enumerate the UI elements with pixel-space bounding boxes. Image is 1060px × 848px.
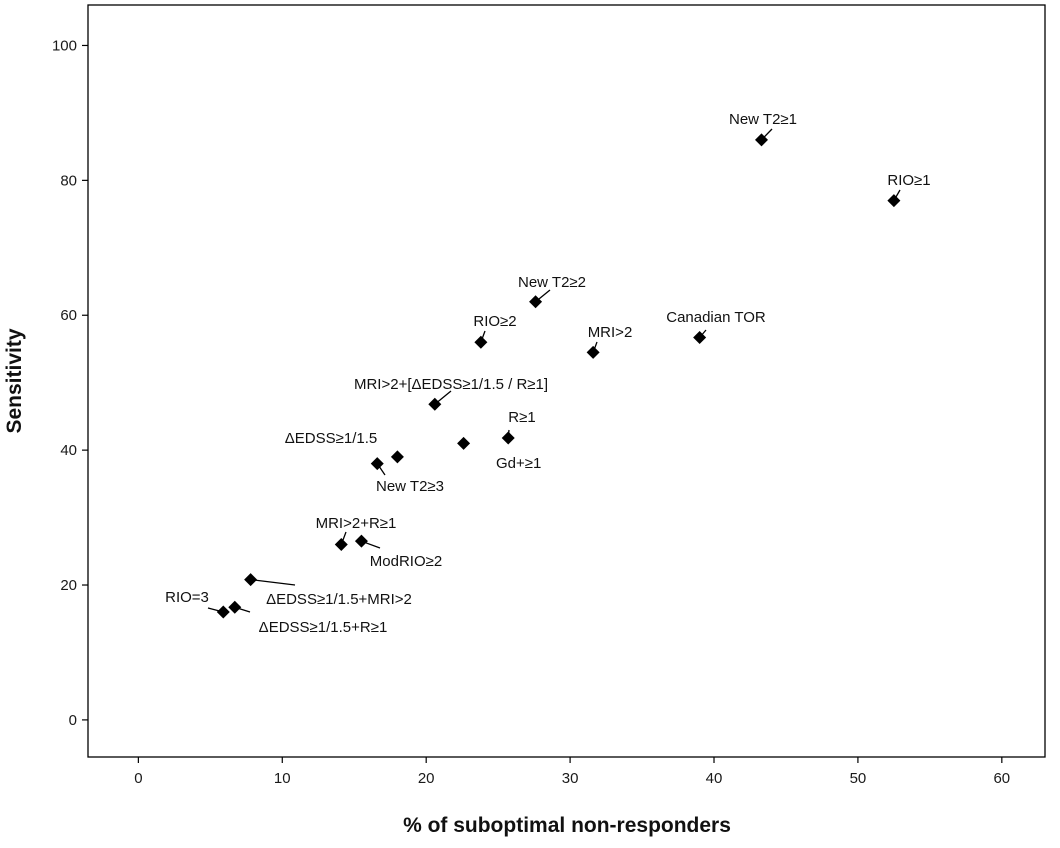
point-label: New T2≥1 <box>729 111 797 128</box>
point-label: MRI>2+[ΔEDSS≥1/1.5 / R≥1] <box>354 376 548 393</box>
data-point <box>474 335 488 349</box>
data-point <box>529 295 543 309</box>
x-tick-label: 50 <box>850 770 867 787</box>
data-point <box>501 431 515 445</box>
data-point <box>244 573 258 587</box>
x-tick-label: 60 <box>993 770 1010 787</box>
point-label: MRI>2 <box>588 324 633 341</box>
point-label: Canadian TOR <box>666 309 766 326</box>
y-tick-label: 20 <box>60 577 77 594</box>
point-label: RIO≥1 <box>887 172 930 189</box>
y-tick-label: 100 <box>52 37 77 54</box>
x-tick-label: 20 <box>418 770 435 787</box>
x-tick-label: 10 <box>274 770 291 787</box>
data-point <box>216 605 230 619</box>
plot-frame <box>87 4 1046 758</box>
data-point <box>693 330 707 344</box>
data-point <box>228 600 242 614</box>
point-label: ModRIO≥2 <box>370 553 442 570</box>
y-tick-label: 60 <box>60 307 77 324</box>
leader-line <box>250 578 296 586</box>
x-axis: 0 10 20 30 40 50 60 <box>134 757 1010 787</box>
y-tick-label: 40 <box>60 442 77 459</box>
y-tick-label: 80 <box>60 172 77 189</box>
x-tick-label: 40 <box>706 770 723 787</box>
point-label: New T2≥2 <box>518 274 586 291</box>
data-point <box>334 538 348 552</box>
data-point <box>754 133 768 147</box>
point-label: ΔEDSS≥1/1.5 <box>285 430 377 447</box>
point-labels: New T2≥1 RIO≥1 New T2≥2 RIO≥2 MRI>2 Canadian … <box>165 111 931 636</box>
point-label: New T2≥3 <box>376 478 444 495</box>
point-label: RIO≥2 <box>473 313 516 330</box>
data-point <box>370 457 384 471</box>
y-axis: 0 20 40 60 80 100 <box>52 37 88 729</box>
point-label: ΔEDSS≥1/1.5+R≥1 <box>259 619 388 636</box>
data-point <box>457 436 471 450</box>
y-axis-title: Sensitivity <box>3 328 26 433</box>
data-point <box>354 534 368 548</box>
x-tick-label: 0 <box>134 770 142 787</box>
point-label: ΔEDSS≥1/1.5+MRI>2 <box>266 591 412 608</box>
x-tick-label: 30 <box>562 770 579 787</box>
data-point <box>390 450 404 464</box>
point-label: Gd+≥1 <box>496 455 541 472</box>
point-label: RIO=3 <box>165 589 209 606</box>
data-point <box>428 397 442 411</box>
point-label: MRI>2+R≥1 <box>316 515 397 532</box>
data-points <box>216 133 901 619</box>
x-axis-title: % of suboptimal non-responders <box>403 814 731 837</box>
data-point <box>586 345 600 359</box>
y-tick-label: 0 <box>69 712 77 729</box>
data-point <box>887 194 901 208</box>
point-label: R≥1 <box>508 409 535 426</box>
